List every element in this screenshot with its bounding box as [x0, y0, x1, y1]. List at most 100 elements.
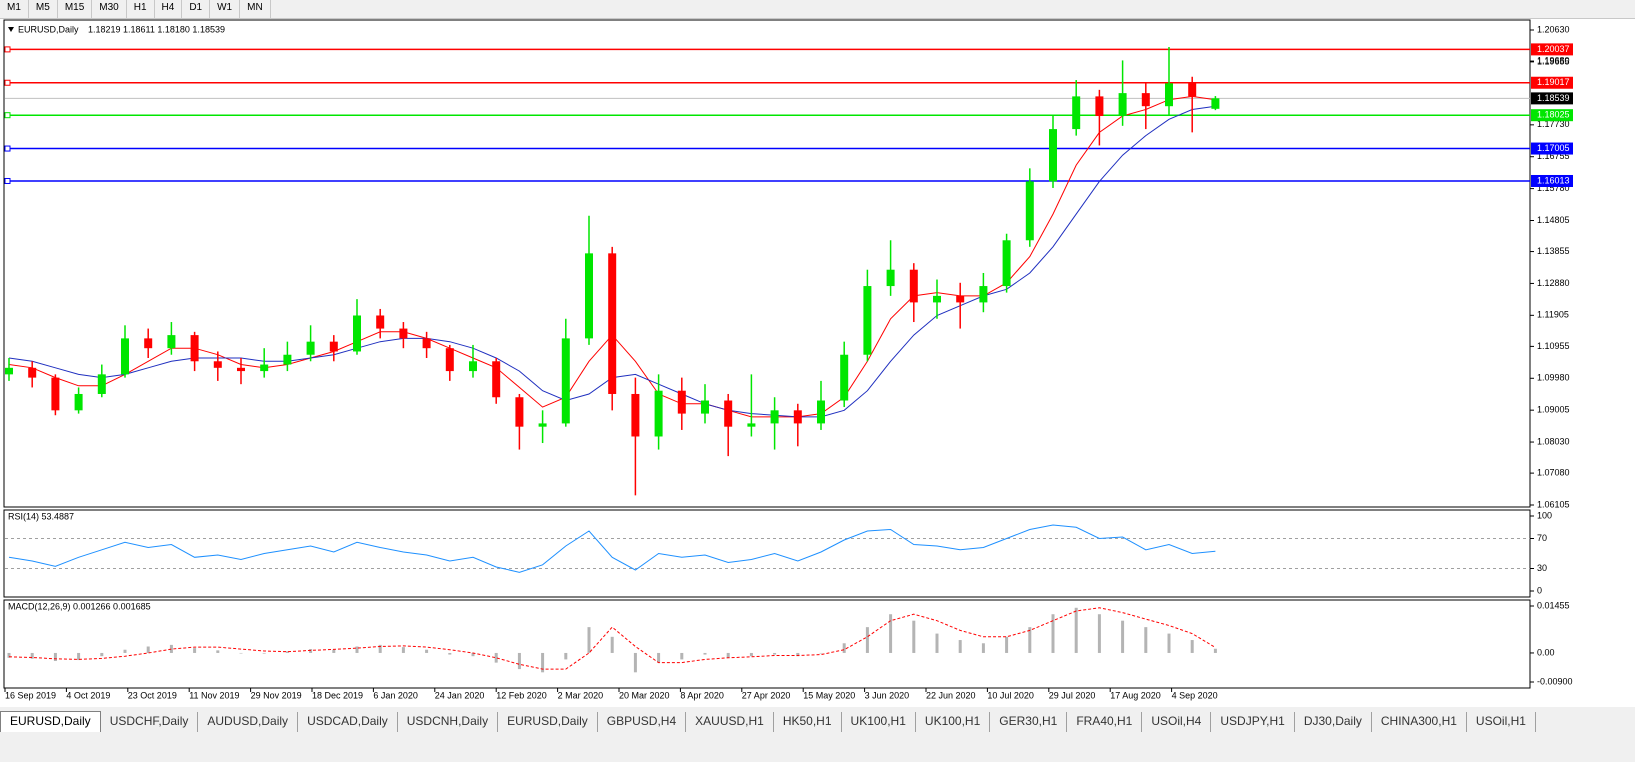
- time-label: 17 Aug 2020: [1110, 690, 1161, 700]
- macd-bar: [216, 650, 220, 653]
- chart-title: EURUSD,Daily: [18, 24, 79, 34]
- chart-subtitle: 1.18219 1.18611 1.18180 1.18539: [88, 24, 225, 34]
- timeframe-button[interactable]: D1: [182, 0, 211, 18]
- timeframe-button[interactable]: H4: [155, 0, 183, 18]
- timeframe-button[interactable]: M1: [0, 0, 29, 18]
- time-label: 10 Jul 2020: [987, 690, 1034, 700]
- candle-body: [1025, 181, 1034, 241]
- candle-body: [933, 295, 941, 303]
- symbol-tab[interactable]: UK100,H1: [916, 712, 991, 732]
- macd-bar: [146, 646, 150, 653]
- symbol-tab[interactable]: USDJPY,H1: [1211, 712, 1295, 732]
- timeframe-button[interactable]: M30: [92, 0, 127, 18]
- symbol-tab[interactable]: HK50,H1: [774, 712, 842, 732]
- candle-body: [817, 400, 825, 424]
- macd-bar: [355, 646, 359, 653]
- time-label: 4 Oct 2019: [66, 690, 110, 700]
- macd-bar: [935, 633, 939, 653]
- macd-bar: [471, 652, 475, 657]
- y-tick-label: 1.07080: [1537, 467, 1570, 477]
- time-label: 18 Dec 2019: [312, 690, 363, 700]
- macd-bar: [796, 652, 800, 657]
- macd-bar: [865, 627, 869, 653]
- candle-body: [329, 341, 338, 352]
- candle-body: [1211, 98, 1220, 109]
- macd-bar: [332, 649, 336, 653]
- symbol-tab[interactable]: USDCNH,Daily: [398, 712, 499, 732]
- macd-bar: [819, 652, 823, 654]
- macd-bar: [1190, 640, 1194, 653]
- y-tick-label: 0.01455: [1537, 600, 1570, 610]
- candle-body: [793, 410, 802, 424]
- y-tick-label: 1.15780: [1537, 183, 1570, 193]
- timeframe-button[interactable]: H1: [127, 0, 155, 18]
- macd-bar: [285, 651, 289, 653]
- candle-body: [74, 393, 83, 411]
- y-tick-label: 1.10955: [1537, 341, 1570, 351]
- macd-bar: [703, 652, 707, 655]
- timeframe-button[interactable]: W1: [210, 0, 241, 18]
- macd-bar: [30, 652, 34, 659]
- symbol-tab[interactable]: USDCAD,Daily: [298, 712, 398, 732]
- time-label: 4 Sep 2020: [1172, 690, 1218, 700]
- symbol-tab[interactable]: CHINA300,H1: [1372, 712, 1467, 732]
- symbol-tab[interactable]: FRA40,H1: [1067, 712, 1143, 732]
- menu-arrow[interactable]: [8, 27, 14, 32]
- level-handle: [4, 46, 11, 53]
- symbol-tabs: EURUSD,Daily USDCHF,Daily AUDUSD,Daily USDC…: [0, 708, 1635, 732]
- symbol-tab[interactable]: USOil,H4: [1142, 712, 1212, 732]
- symbol-tab[interactable]: UK100,H1: [842, 712, 916, 732]
- candle-body: [167, 335, 176, 349]
- level-label: 1.20037: [1537, 44, 1570, 54]
- y-tick-label: 100: [1537, 510, 1552, 520]
- y-tick-label: 0.00: [1537, 647, 1555, 657]
- level-handle: [4, 112, 11, 119]
- macd-bar: [448, 652, 452, 655]
- symbol-tab[interactable]: AUDUSD,Daily: [198, 712, 299, 732]
- candle-body: [28, 367, 37, 378]
- candle-body: [770, 410, 779, 424]
- symbol-tab[interactable]: GBPUSD,H4: [598, 712, 687, 732]
- candle-body: [213, 361, 222, 368]
- level-handle: [4, 79, 11, 86]
- y-tick-label: 70: [1537, 533, 1547, 543]
- y-tick-label: 1.09005: [1537, 405, 1570, 415]
- candle-body: [97, 374, 106, 394]
- level-handle: [4, 145, 11, 152]
- symbol-tab[interactable]: USOil,H1: [1467, 712, 1536, 732]
- macd-bar: [193, 648, 197, 653]
- symbol-tab[interactable]: USDCHF,Daily: [101, 712, 199, 732]
- macd-bar: [169, 644, 173, 653]
- time-label: 22 Jun 2020: [926, 690, 976, 700]
- macd-bar: [309, 649, 313, 653]
- macd-bar: [77, 652, 81, 661]
- level-label-box: [1531, 43, 1573, 56]
- timeframe-button[interactable]: M15: [58, 0, 93, 18]
- symbol-tab[interactable]: GER30,H1: [990, 712, 1068, 732]
- time-label: 11 Nov 2019: [189, 690, 239, 700]
- macd-bar: [100, 652, 104, 657]
- time-label: 3 Jun 2020: [865, 690, 910, 700]
- level-label-box: [1531, 174, 1573, 187]
- symbol-tab[interactable]: XAUUSD,H1: [686, 712, 774, 732]
- y-tick-label: 1.12880: [1537, 278, 1570, 288]
- symbol-tab[interactable]: EURUSD,Daily: [498, 712, 598, 732]
- timeframe-button[interactable]: MN: [240, 0, 271, 18]
- y-tick-label: 1.06105: [1537, 499, 1570, 509]
- time-label: 2 Mar 2020: [558, 690, 604, 700]
- macd-bar: [981, 643, 985, 653]
- symbol-tab[interactable]: DJ30,Daily: [1295, 712, 1372, 732]
- last-price-label: 1.18539: [1537, 93, 1570, 103]
- macd-bar: [1028, 627, 1032, 653]
- symbol-tab[interactable]: EURUSD,Daily: [0, 711, 101, 732]
- timeframe-button[interactable]: M5: [29, 0, 58, 18]
- level-label: 1.17005: [1537, 143, 1570, 153]
- candle-body: [840, 354, 849, 401]
- macd-bar: [726, 652, 730, 658]
- candle-body: [515, 397, 524, 427]
- time-label: 6 Jan 2020: [373, 690, 418, 700]
- macd-bar: [657, 652, 661, 663]
- time-label: 12 Feb 2020: [496, 690, 547, 700]
- time-label: 8 Apr 2020: [680, 690, 724, 700]
